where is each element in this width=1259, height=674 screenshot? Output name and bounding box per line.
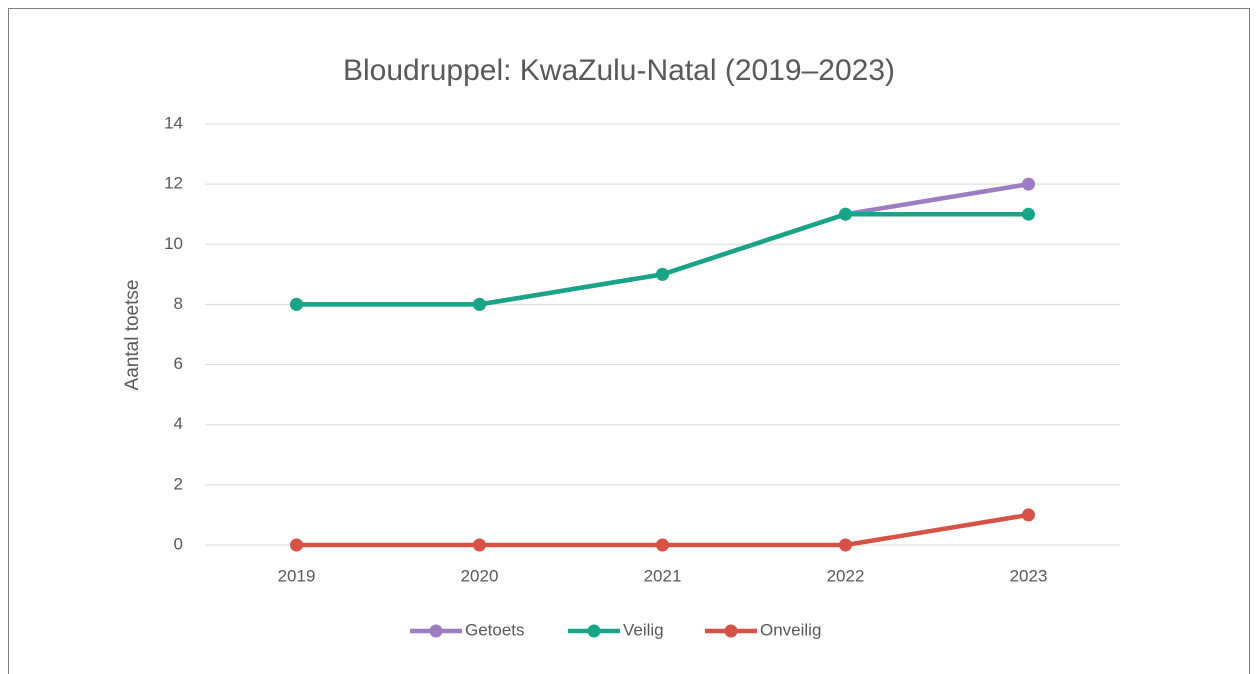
y-axis-label: Aantal toetse (122, 280, 143, 391)
x-tick-label: 2021 (644, 566, 682, 585)
y-tick-label: 0 (174, 534, 183, 553)
y-tick-label: 14 (164, 113, 183, 132)
legend-label: Getoets (465, 620, 525, 639)
data-point (1022, 207, 1035, 221)
legend-label: Veilig (623, 620, 664, 639)
legend-marker (429, 624, 443, 638)
legend-marker (587, 624, 601, 638)
data-point (839, 538, 852, 552)
data-point (473, 538, 486, 552)
legend-label: Onveilig (760, 620, 821, 639)
x-tick-label: 2019 (278, 566, 316, 585)
y-tick-label: 4 (174, 414, 183, 433)
y-tick-label: 10 (164, 234, 183, 253)
data-point (1022, 177, 1035, 191)
data-point (656, 267, 669, 281)
y-tick-label: 2 (174, 474, 183, 493)
x-tick-label: 2020 (461, 566, 499, 585)
y-tick-label: 6 (174, 354, 183, 373)
data-point (290, 538, 303, 552)
x-tick-label: 2022 (827, 566, 865, 585)
data-point (656, 538, 669, 552)
data-point (473, 297, 486, 311)
y-tick-label: 8 (174, 294, 183, 313)
data-point (290, 297, 303, 311)
legend-marker (724, 624, 738, 638)
data-point (839, 207, 852, 221)
data-point (1022, 508, 1035, 522)
y-tick-label: 12 (164, 174, 183, 193)
chart-frame (8, 8, 1250, 674)
x-tick-label: 2023 (1010, 566, 1048, 585)
chart-title: Bloudruppel: KwaZulu-Natal (2019–2023) (343, 54, 895, 87)
